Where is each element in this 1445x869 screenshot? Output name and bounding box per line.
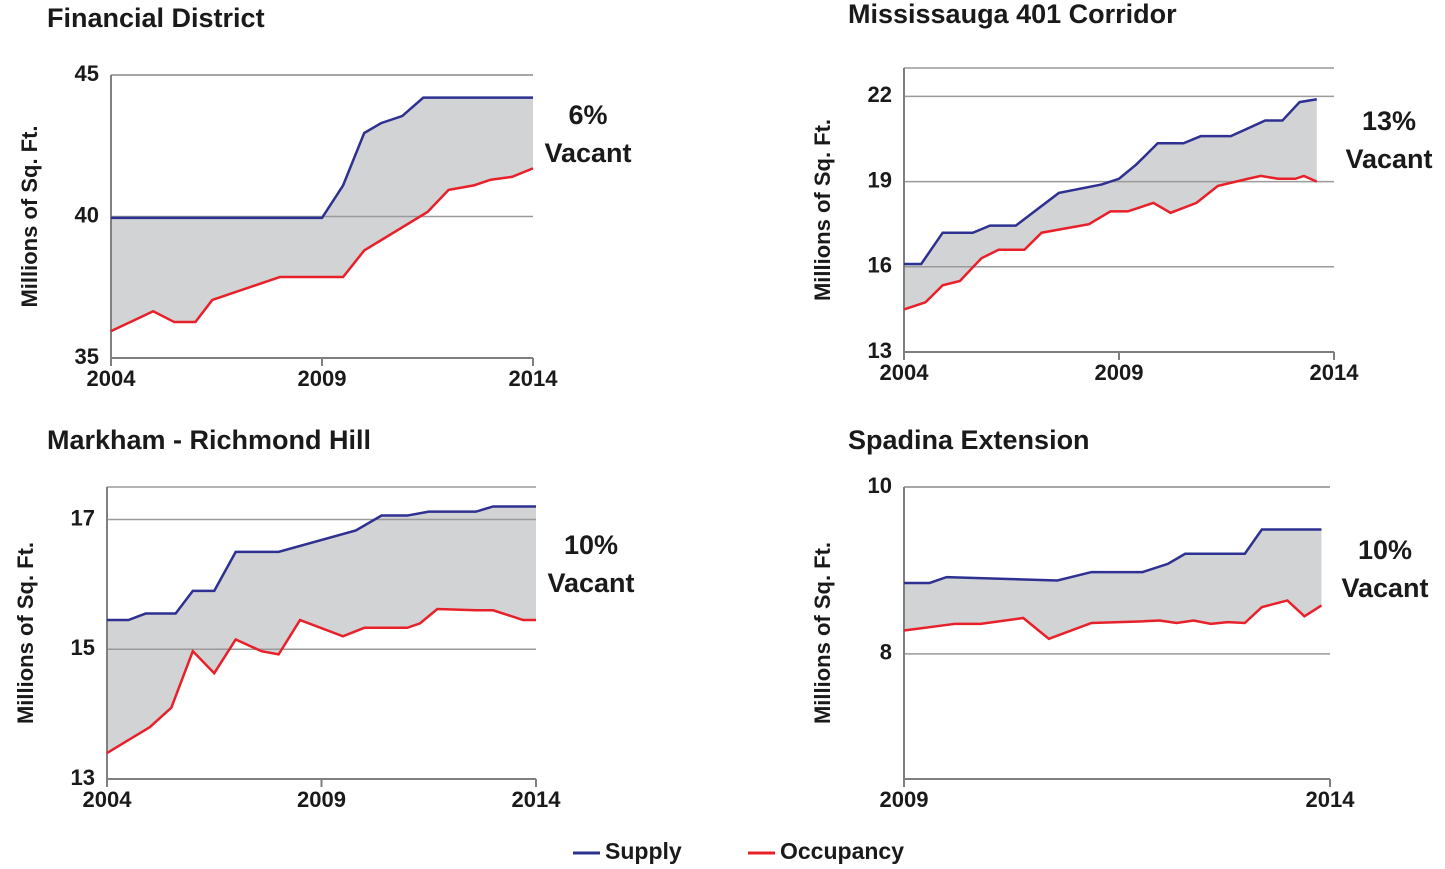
y-tick-label: 15 bbox=[71, 635, 95, 660]
y-axis-label: Millions of Sq. Ft. bbox=[17, 125, 42, 307]
x-tick-label: 2009 bbox=[1095, 360, 1144, 385]
chart-title: Markham - Richmond Hill bbox=[47, 425, 371, 455]
x-tick-label: 2004 bbox=[880, 360, 930, 385]
x-tick-label: 2014 bbox=[509, 366, 559, 391]
y-tick-label: 40 bbox=[75, 202, 99, 227]
vacancy-band bbox=[111, 97, 533, 332]
series-line bbox=[111, 96, 533, 220]
x-tick-label: 2009 bbox=[297, 787, 346, 812]
y-tick-label: 13 bbox=[868, 338, 892, 363]
x-tick-label: 2014 bbox=[512, 787, 562, 812]
vacancy-band bbox=[107, 506, 536, 754]
y-tick-label: 17 bbox=[71, 505, 95, 530]
y-axis-label: Millions of Sq. Ft. bbox=[13, 542, 38, 724]
y-axis-label: Millions of Sq. Ft. bbox=[810, 119, 835, 301]
x-tick-label: 2004 bbox=[87, 366, 137, 391]
vacancy-band bbox=[904, 529, 1322, 639]
annotation: 6% bbox=[568, 100, 607, 130]
y-tick-label: 22 bbox=[868, 82, 892, 107]
chart-title: Mississauga 401 Corridor bbox=[848, 0, 1177, 29]
x-tick-label: 2004 bbox=[83, 787, 133, 812]
annotation: Vacant bbox=[544, 138, 631, 168]
y-tick-label: 45 bbox=[75, 61, 99, 86]
chart-title: Spadina Extension bbox=[848, 425, 1090, 455]
series-line bbox=[110, 167, 534, 333]
legend-label: Occupancy bbox=[780, 838, 904, 864]
annotation: 13% bbox=[1362, 106, 1416, 136]
chart-title: Financial District bbox=[47, 3, 265, 33]
annotation: Vacant bbox=[1345, 144, 1432, 174]
series-line bbox=[106, 607, 536, 755]
y-tick-label: 13 bbox=[71, 765, 95, 790]
series-line bbox=[903, 174, 1318, 311]
y-tick-label: 8 bbox=[880, 640, 892, 665]
series-line bbox=[903, 599, 1323, 641]
y-tick-label: 35 bbox=[75, 344, 99, 369]
x-tick-label: 2014 bbox=[1310, 360, 1360, 385]
series-line bbox=[904, 98, 1318, 266]
series-line bbox=[904, 528, 1322, 585]
y-tick-label: 19 bbox=[868, 167, 892, 192]
series-line bbox=[107, 505, 536, 622]
y-tick-label: 10 bbox=[868, 473, 892, 498]
annotation: Vacant bbox=[1341, 573, 1428, 603]
annotation: Vacant bbox=[547, 568, 634, 598]
legend-label: Supply bbox=[605, 838, 682, 864]
x-tick-label: 2014 bbox=[1306, 787, 1356, 812]
vacancy-band bbox=[904, 99, 1317, 310]
x-tick-label: 2009 bbox=[880, 787, 929, 812]
y-tick-label: 16 bbox=[868, 253, 892, 278]
annotation: 10% bbox=[1358, 535, 1412, 565]
y-axis-label: Millions of Sq. Ft. bbox=[810, 542, 835, 724]
annotation: 10% bbox=[564, 530, 618, 560]
x-tick-label: 2009 bbox=[298, 366, 347, 391]
